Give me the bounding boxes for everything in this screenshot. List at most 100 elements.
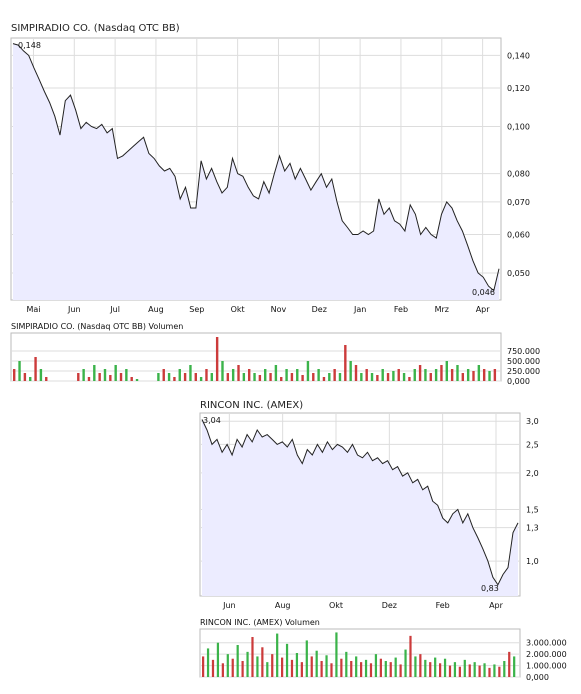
chart1-xtick-label: Okt bbox=[231, 305, 245, 314]
chart2-bar bbox=[472, 371, 475, 381]
chart3-price: RINCON INC. (AMEX) 3,0 2,5 2,0 1,5 1,3 1,0 Ju… bbox=[199, 400, 539, 610]
chart2-bar bbox=[418, 365, 422, 381]
chart4-bar bbox=[206, 648, 210, 677]
chart4-bar bbox=[493, 664, 496, 677]
chart3-ytick-label: 1,3 bbox=[526, 524, 539, 533]
chart4-bar bbox=[300, 662, 303, 677]
chart2-bar bbox=[397, 369, 400, 381]
chart2-frame bbox=[10, 332, 502, 382]
chart4-bar bbox=[261, 647, 264, 677]
chart4-bar bbox=[290, 659, 294, 677]
chart1-ytick-label: 0,070 bbox=[507, 198, 530, 207]
chart4-bar bbox=[216, 642, 220, 677]
chart2-bar bbox=[189, 365, 192, 381]
chart2-bar bbox=[333, 369, 336, 381]
chart4-bar bbox=[513, 656, 516, 677]
chart4-bar bbox=[364, 659, 368, 677]
chart4-bar bbox=[315, 650, 318, 677]
chart2-bar bbox=[173, 377, 176, 381]
chart1-xtick-label: Nov bbox=[271, 305, 287, 314]
chart2-bar bbox=[477, 365, 481, 381]
chart2-bar bbox=[13, 369, 16, 381]
chart2-bar bbox=[488, 371, 491, 381]
chart3-low-label: 0,83 bbox=[481, 584, 499, 593]
chart2-bar bbox=[178, 369, 181, 381]
chart4-bar bbox=[355, 656, 358, 677]
chart4-bar bbox=[483, 663, 486, 677]
chart4-bar bbox=[330, 663, 333, 677]
chart4-bar bbox=[463, 659, 466, 677]
chart4-bar bbox=[419, 654, 422, 677]
chart2-bar bbox=[434, 369, 438, 381]
chart2-bar bbox=[215, 337, 219, 381]
chart4-bar bbox=[305, 640, 308, 677]
chart2-title: SIMPIRADIO CO. (Nasdaq OTC BB) Volumen bbox=[11, 322, 183, 331]
chart2-bar bbox=[237, 365, 240, 381]
chart2-bar bbox=[183, 373, 187, 381]
chart2-bar bbox=[39, 369, 43, 381]
chart4-bar bbox=[473, 662, 476, 677]
chart4-bar bbox=[453, 662, 457, 677]
chart4-bar bbox=[211, 659, 215, 677]
chart4-bar bbox=[448, 665, 452, 677]
chart4-bar bbox=[251, 637, 254, 677]
chart4-bar bbox=[434, 657, 437, 677]
chart3-xtick-label: Feb bbox=[436, 601, 450, 610]
chart4-bar bbox=[276, 633, 279, 677]
chart4-bar bbox=[508, 651, 511, 677]
chart2-ytick-label: 500.000 bbox=[507, 357, 540, 366]
chart2-bar bbox=[344, 345, 347, 381]
chart4-ytick-label: 1.000.000 bbox=[526, 662, 567, 671]
chart2-bar bbox=[221, 361, 224, 381]
chart1-xtick-label: Dez bbox=[312, 305, 327, 314]
chart4-bar bbox=[488, 667, 491, 677]
chart2-bar bbox=[493, 369, 497, 381]
chart1-high-label: 0,148 bbox=[18, 41, 41, 50]
chart1-xtick-label: Feb bbox=[394, 305, 408, 314]
chart1-title: SIMPIRADIO CO. (Nasdaq OTC BB) bbox=[11, 23, 180, 34]
chart2-bar bbox=[285, 369, 288, 381]
chart2-bar bbox=[312, 373, 315, 381]
chart2-bar bbox=[109, 375, 112, 381]
chart4-bar bbox=[394, 657, 397, 677]
chart2-bar bbox=[365, 369, 368, 381]
chart2-bar bbox=[253, 373, 256, 381]
chart2-bar bbox=[167, 373, 171, 381]
chart4-bar bbox=[429, 662, 432, 677]
chart4-bar bbox=[241, 661, 244, 677]
chart2-bar bbox=[338, 373, 342, 381]
chart4-bar bbox=[236, 645, 239, 677]
chart1-xtick-label: Jul bbox=[109, 305, 120, 314]
chart2-bar bbox=[29, 377, 32, 381]
chart4-ytick-label: 2.000.000 bbox=[526, 650, 567, 659]
chart4-bar bbox=[266, 662, 269, 677]
chart2-bar bbox=[103, 369, 107, 381]
chart2-bar bbox=[296, 369, 299, 381]
chart2-bar bbox=[162, 369, 165, 381]
chart4-bar bbox=[340, 658, 343, 677]
chart2-bar bbox=[370, 373, 374, 381]
chart3-ytick-label: 2,5 bbox=[526, 440, 539, 449]
chart2-ytick-label: 750.000 bbox=[507, 347, 540, 356]
chart2-bar bbox=[125, 369, 128, 381]
chart1-xtick-label: Aug bbox=[148, 305, 164, 314]
chart4-bar bbox=[468, 664, 471, 677]
chart2-ytick-label: 250.000 bbox=[507, 367, 540, 376]
chart2-bar bbox=[269, 373, 272, 381]
chart4-bar bbox=[369, 663, 373, 677]
chart2-bar bbox=[45, 377, 48, 381]
chart2-bar bbox=[461, 373, 465, 381]
chart4-bar bbox=[399, 664, 402, 677]
chart4-bar bbox=[226, 654, 229, 677]
chart2-bar bbox=[18, 361, 21, 381]
chart3-xtick-label: Apr bbox=[489, 601, 504, 610]
chart2-bar bbox=[381, 369, 384, 381]
chart2-bar bbox=[114, 365, 117, 381]
chart2-bar bbox=[274, 365, 278, 381]
chart3-xtick-label: Aug bbox=[275, 601, 291, 610]
chart2-bar bbox=[482, 369, 486, 381]
chart4-bar bbox=[409, 635, 412, 677]
chart2-bar bbox=[194, 373, 197, 381]
chart4-bar bbox=[478, 665, 481, 677]
chart2-bar bbox=[157, 373, 160, 381]
